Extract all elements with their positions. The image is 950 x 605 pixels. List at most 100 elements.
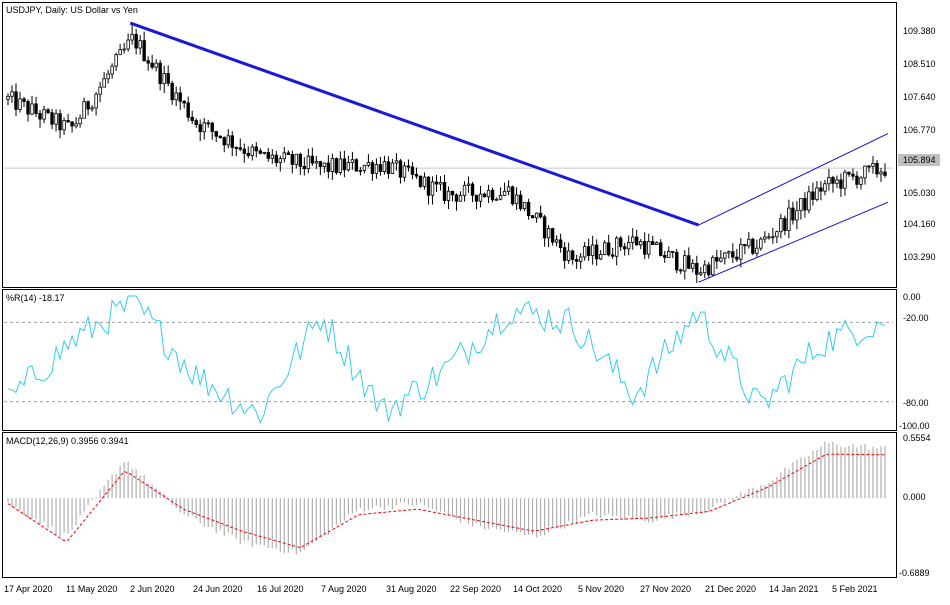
candle-body: [74, 123, 78, 127]
candle-body: [562, 247, 567, 261]
candle-body: [699, 272, 703, 275]
candle-body: [623, 246, 627, 250]
candle-body: [598, 254, 603, 260]
candle-body: [691, 262, 695, 269]
candle-body: [815, 187, 819, 200]
candle-body: [514, 194, 519, 205]
candle-body: [178, 92, 182, 102]
candle-body: [883, 171, 887, 176]
candle-body: [222, 137, 226, 146]
candle-body: [354, 159, 359, 172]
candle-body: [647, 241, 651, 255]
candle-body: [707, 264, 711, 276]
candle-body: [306, 155, 311, 170]
candle-body: [566, 250, 571, 261]
candle-body: [847, 171, 851, 175]
candle-body: [546, 228, 551, 239]
wpr-line: [7, 295, 886, 425]
candle-body: [679, 269, 683, 272]
candle-body: [390, 162, 395, 174]
candle-body: [518, 194, 523, 210]
wpr-axis: 0.00 -20.00 -80.00 -100.00: [899, 292, 930, 431]
time-tick-label: 14 Oct 2020: [513, 584, 562, 594]
candle-body: [494, 198, 499, 201]
price-panel[interactable]: [2, 2, 897, 288]
candle-body: [755, 247, 759, 254]
candle-body: [438, 182, 443, 185]
candle-body: [18, 98, 22, 110]
candle-body: [831, 177, 835, 184]
candle-body: [827, 177, 831, 185]
candle-body: [274, 154, 279, 164]
time-tick-label: 31 Aug 2020: [386, 584, 437, 594]
candle-body: [683, 255, 687, 272]
candle-body: [146, 60, 150, 64]
candle-body: [250, 146, 254, 156]
candle-body: [130, 33, 134, 41]
time-tick-label: 21 Dec 2020: [705, 584, 756, 594]
candle-body: [759, 238, 763, 249]
candle-body: [775, 231, 779, 238]
candle-body: [298, 153, 303, 167]
candle-body: [671, 251, 675, 253]
candle-body: [66, 120, 70, 123]
candle-body: [735, 256, 739, 260]
candle-body: [398, 160, 403, 178]
candle-body: [570, 250, 575, 260]
candle-body: [747, 238, 751, 247]
time-tick-label: 17 Apr 2020: [4, 584, 53, 594]
candle-body: [879, 171, 883, 175]
candle-body: [470, 183, 475, 196]
candle-body: [118, 49, 122, 56]
channel-lower-line: [698, 201, 889, 283]
candle-body: [498, 194, 503, 200]
candle-body: [378, 164, 383, 172]
candle-body: [803, 198, 807, 211]
candle-body: [410, 166, 415, 175]
candle-body: [839, 179, 843, 189]
candle-body: [294, 153, 299, 165]
candle-body: [454, 194, 459, 202]
candle-body: [238, 147, 242, 150]
candle-body: [819, 187, 823, 192]
candle-body: [110, 65, 114, 75]
macd-panel[interactable]: [2, 432, 897, 578]
candle-body: [703, 264, 707, 274]
candle-body: [606, 242, 611, 256]
candle-body: [667, 251, 671, 258]
candle-body: [450, 190, 455, 196]
candle-body: [442, 182, 447, 201]
candle-body: [783, 218, 787, 231]
candle-body: [582, 246, 587, 258]
candle-body: [314, 161, 319, 164]
candle-body: [558, 239, 563, 249]
candle-body: [34, 103, 38, 114]
candle-body: [402, 165, 407, 178]
macd-tick-label: -0.6889: [899, 568, 930, 578]
candle-body: [90, 107, 94, 110]
candle-body: [859, 177, 863, 185]
candle-body: [695, 262, 699, 275]
candle-body: [602, 242, 607, 255]
candles-series: [6, 24, 887, 283]
wpr-panel[interactable]: [2, 289, 897, 431]
candle-body: [138, 40, 142, 49]
price-tick-label: 105.030: [903, 188, 936, 198]
candle-body: [62, 120, 66, 131]
candle-body: [510, 186, 515, 205]
chart-title: USDJPY, Daily: US Dollar vs Yen: [6, 5, 138, 15]
candle-body: [739, 244, 743, 260]
candle-body: [743, 244, 747, 247]
candle-body: [366, 162, 371, 166]
time-tick-label: 2 Jun 2020: [130, 584, 175, 594]
candle-body: [478, 193, 483, 202]
candle-body: [538, 212, 543, 218]
candle-body: [554, 239, 559, 243]
candle-body: [334, 158, 339, 174]
macd-tick-label: 0.5554: [903, 433, 931, 443]
candle-body: [406, 165, 411, 168]
candle-body: [474, 194, 479, 202]
candle-body: [154, 62, 158, 68]
price-tick-label: 107.640: [903, 92, 936, 102]
